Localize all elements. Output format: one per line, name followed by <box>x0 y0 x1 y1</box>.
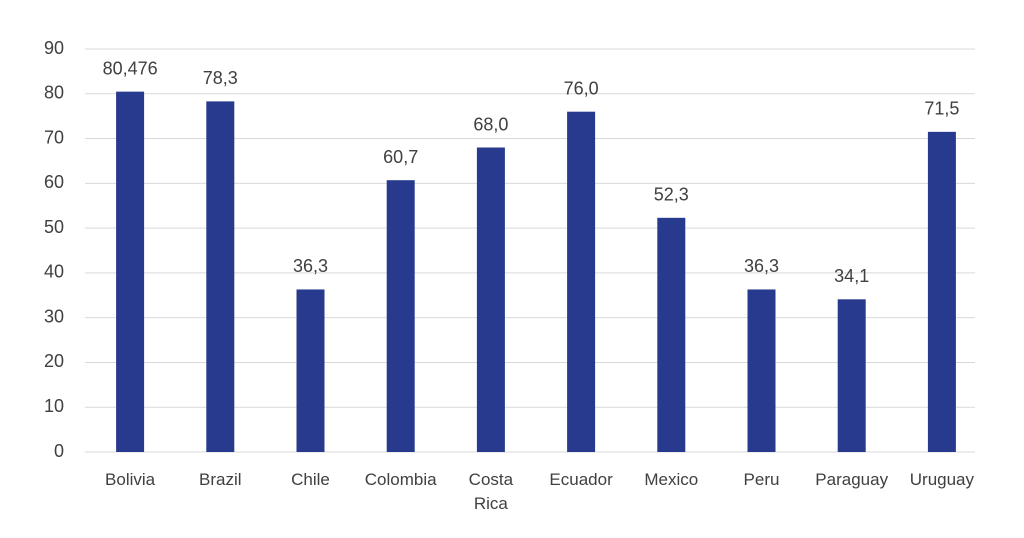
bar <box>567 111 596 452</box>
y-tick-label: 60 <box>44 172 64 192</box>
x-tick-label: Bolivia <box>105 470 156 489</box>
x-tick-label: Ecuador <box>549 470 613 489</box>
x-tick-label: Colombia <box>364 470 437 489</box>
y-tick-label: 20 <box>44 351 64 371</box>
bar <box>927 131 956 453</box>
value-label: 36,3 <box>744 256 779 276</box>
value-label: 68,0 <box>473 114 508 134</box>
bar <box>476 147 505 452</box>
bar <box>386 180 415 452</box>
y-tick-label: 80 <box>44 83 64 103</box>
x-tick-label: Chile <box>291 470 330 489</box>
y-tick-label: 0 <box>54 441 64 461</box>
value-label: 80,476 <box>103 58 158 78</box>
y-tick-label: 40 <box>44 262 64 282</box>
x-tick-label: Brazil <box>199 470 242 489</box>
bar <box>206 101 235 452</box>
bar <box>837 299 866 452</box>
value-label: 78,3 <box>203 68 238 88</box>
x-tick-label: Mexico <box>644 470 699 489</box>
x-tick-label: Uruguay <box>909 470 975 489</box>
value-label: 71,5 <box>924 99 959 119</box>
bar <box>116 91 145 452</box>
value-label: 52,3 <box>654 185 689 205</box>
y-tick-label: 50 <box>44 217 64 237</box>
x-tick-label: Peru <box>743 470 780 489</box>
y-tick-label: 30 <box>44 306 64 326</box>
y-tick-label: 70 <box>44 127 64 147</box>
bar <box>747 289 776 452</box>
x-tick-label: Costa Rica <box>468 470 514 513</box>
value-label: 60,7 <box>383 147 418 167</box>
value-label: 36,3 <box>293 256 328 276</box>
x-tick-label: Paraguay <box>815 470 889 489</box>
y-tick-label: 90 <box>44 38 64 58</box>
bar <box>296 289 325 452</box>
bar <box>657 217 686 452</box>
value-label: 76,0 <box>564 78 599 98</box>
value-label: 34,1 <box>834 266 869 286</box>
y-tick-label: 10 <box>44 396 64 416</box>
